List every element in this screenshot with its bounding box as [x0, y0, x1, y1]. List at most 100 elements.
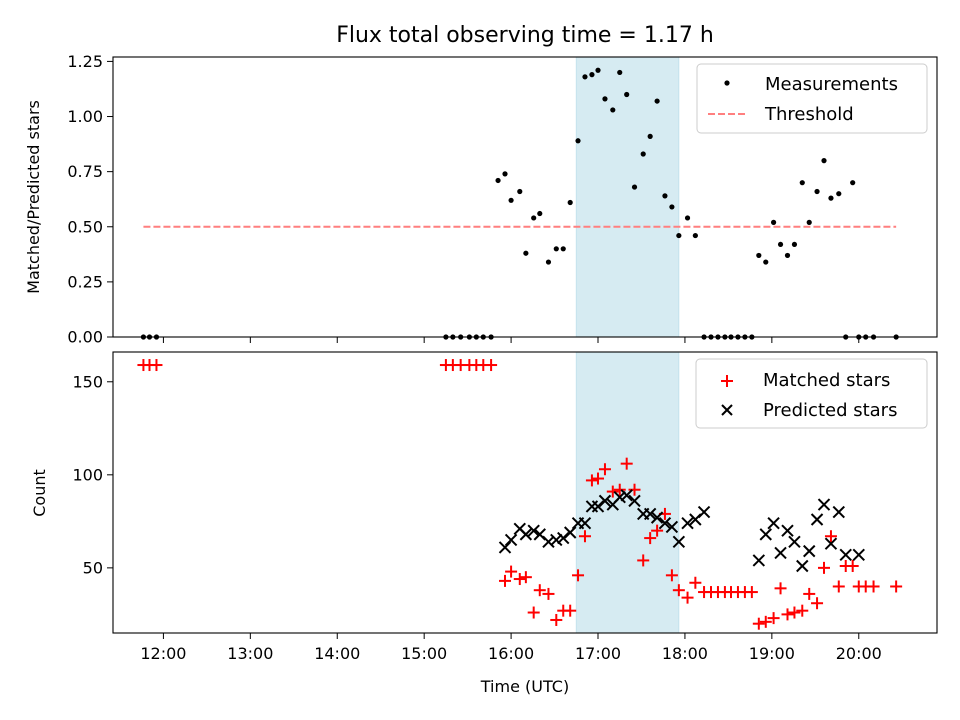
- measurements-point: [654, 98, 660, 104]
- bottom-y-tick-label: 100: [72, 465, 103, 484]
- matched-stars-point: [592, 472, 605, 485]
- measurements-point: [799, 180, 805, 186]
- top-legend: Measurements Threshold: [696, 63, 928, 134]
- measurements-point: [595, 67, 601, 73]
- measurements-point: [836, 191, 842, 197]
- legend-matched-label: Matched stars: [763, 370, 890, 391]
- predicted-stars-point: [759, 528, 772, 541]
- measurements-point: [647, 133, 653, 139]
- measurements-point: [575, 138, 581, 144]
- matched-stars-point: [606, 485, 619, 498]
- matched-stars-point: [585, 474, 598, 487]
- measurements-point: [676, 232, 682, 239]
- measurements-point: [821, 158, 827, 164]
- measurements-point: [502, 171, 508, 177]
- bottom-y-tick-label: 150: [72, 372, 103, 391]
- matched-stars-point: [598, 463, 611, 476]
- matched-stars-point: [578, 530, 591, 543]
- predicted-stars-point: [613, 490, 626, 504]
- matched-stars-point: [542, 587, 555, 600]
- measurements-point: [545, 259, 552, 265]
- matched-stars-point: [513, 573, 526, 586]
- x-tick-label: 19:00: [749, 644, 795, 663]
- measurements-point: [517, 188, 523, 195]
- measurements-point: [684, 215, 691, 221]
- x-tick-label: 20:00: [836, 644, 882, 663]
- predicted-stars-point: [658, 516, 672, 530]
- predicted-stars-point: [824, 537, 838, 550]
- measurements-point: [617, 69, 623, 76]
- x-tick-label: 15:00: [401, 644, 447, 663]
- x-tick-label: 13:00: [227, 644, 273, 663]
- predicted-stars-point: [803, 544, 816, 558]
- measurements-point: [777, 241, 784, 248]
- measurements-point: [610, 107, 616, 113]
- measurements-point: [631, 184, 638, 190]
- predicted-stars-point: [796, 559, 809, 573]
- measurements-point: [508, 197, 514, 203]
- x-tick-label: 14:00: [314, 644, 360, 663]
- top-x-ticks: [162, 337, 860, 343]
- matched-stars-point: [824, 530, 837, 543]
- legend-measurements-marker: [724, 80, 730, 86]
- matched-stars-point: [745, 586, 758, 599]
- matched-stars-point: [752, 617, 765, 630]
- matched-stars-point: [846, 560, 859, 573]
- x-tick-label: 12:00: [140, 644, 186, 663]
- measurements-point: [495, 177, 501, 184]
- bottom-shaded-span: [575, 351, 680, 634]
- predicted-stars-point: [839, 548, 852, 562]
- matched-stars-point: [811, 597, 824, 610]
- top-y-tick-label: 1.25: [67, 52, 103, 71]
- predicted-stars-point: [774, 546, 787, 560]
- measurements-point: [692, 232, 698, 239]
- bottom-points: [137, 359, 903, 630]
- matched-stars-point: [499, 574, 512, 587]
- measurements-point: [806, 219, 812, 225]
- matched-stars-point: [527, 606, 540, 619]
- measurements-point: [770, 219, 777, 225]
- matched-stars-point: [651, 524, 664, 537]
- predicted-stars-point: [665, 520, 679, 534]
- matched-stars-point: [533, 584, 546, 597]
- measurements-point: [523, 250, 529, 256]
- measurements-point: [553, 246, 559, 252]
- predicted-stars-point: [681, 516, 694, 530]
- measurements-point: [763, 259, 769, 265]
- predicted-stars-point: [628, 494, 641, 508]
- predicted-stars-point: [563, 526, 577, 539]
- predicted-stars-point: [788, 535, 801, 549]
- predicted-stars-point: [752, 554, 766, 567]
- matched-stars-point: [505, 565, 518, 578]
- matched-stars-point: [781, 608, 794, 621]
- matched-stars-point: [150, 359, 163, 372]
- predicted-stars-point: [650, 511, 664, 524]
- measurements-point: [850, 180, 856, 186]
- matched-stars-point: [672, 584, 685, 597]
- matched-stars-point: [564, 604, 577, 617]
- measurements-point: [662, 193, 668, 199]
- measurements-point: [589, 72, 595, 78]
- predicted-stars-point: [832, 505, 845, 519]
- x-tick-label: 16:00: [488, 644, 534, 663]
- matched-stars-point: [867, 580, 880, 593]
- top-axes-frame: [112, 56, 938, 338]
- measurements-point: [640, 151, 646, 157]
- matched-stars-point: [689, 576, 702, 589]
- measurements-point: [791, 241, 798, 248]
- predicted-stars-point: [527, 524, 540, 537]
- legend-predicted-label: Predicted stars: [763, 400, 897, 421]
- predicted-stars-point: [550, 533, 563, 547]
- measurements-point: [624, 91, 630, 98]
- matched-stars-point: [519, 571, 532, 584]
- top-y-tick-label: 0.75: [67, 162, 103, 181]
- measurements-point: [567, 199, 573, 206]
- bottom-legend: Matched stars Predicted stars: [695, 358, 928, 429]
- top-y-tick-label: 0.00: [67, 328, 103, 347]
- predicted-stars-point: [542, 535, 555, 549]
- matched-stars-point: [628, 483, 641, 496]
- predicted-stars-point: [852, 548, 865, 562]
- matched-stars-point: [550, 613, 563, 626]
- predicted-stars-point: [643, 507, 657, 521]
